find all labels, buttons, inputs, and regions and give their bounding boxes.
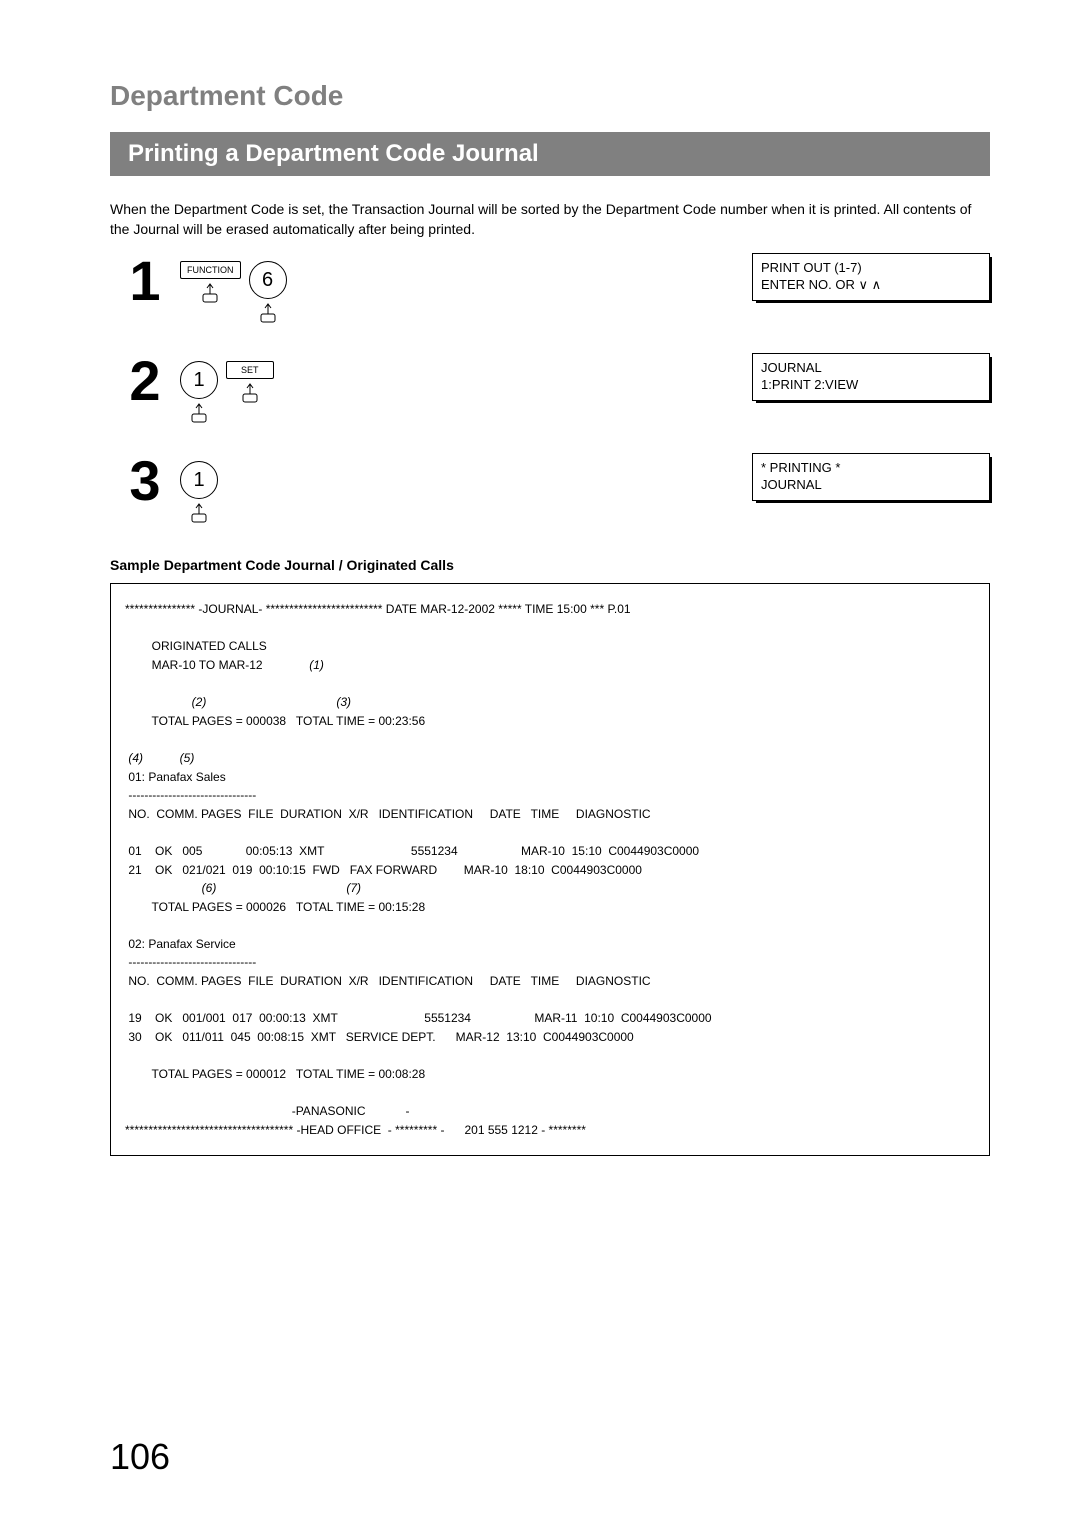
press-icon — [255, 302, 281, 324]
page-title: Department Code — [110, 80, 990, 112]
intro-paragraph: When the Department Code is set, the Tra… — [110, 200, 990, 239]
journal-line: NO. COMM. PAGES FILE DURATION X/R IDENTI… — [125, 807, 651, 821]
function-key: FUNCTION — [180, 261, 241, 304]
lcd-display-1: PRINT OUT (1-7) ENTER NO. OR ∨ ∧ — [752, 253, 990, 301]
journal-line: (2) (3) — [125, 695, 351, 709]
step-2: 2 1 SET JOURNAL 1:PRINT 2:VIEW — [110, 353, 990, 443]
journal-line: 02: Panafax Service — [125, 937, 236, 951]
digit-1-key: 1 — [180, 461, 218, 524]
journal-line: (6) (7) — [125, 881, 361, 895]
step-keys: FUNCTION 6 — [180, 253, 380, 324]
step-keys: 1 — [180, 453, 380, 524]
journal-line: ORIGINATED CALLS — [125, 639, 267, 653]
function-key-label: FUNCTION — [180, 261, 241, 279]
digit-6-label: 6 — [249, 261, 287, 299]
step-3: 3 1 * PRINTING * JOURNAL — [110, 453, 990, 543]
manual-page: Department Code Printing a Department Co… — [0, 0, 1080, 1528]
journal-line: 01: Panafax Sales — [125, 770, 226, 784]
journal-line: *************** -JOURNAL- **************… — [125, 602, 631, 616]
step-number: 1 — [110, 253, 180, 309]
page-number: 106 — [110, 1436, 170, 1478]
journal-line: 01 OK 005 00:05:13 XMT 5551234 MAR-10 15… — [125, 844, 699, 858]
display-line: JOURNAL — [761, 477, 981, 494]
digit-1-key: 1 — [180, 361, 218, 424]
lcd-display-3: * PRINTING * JOURNAL — [752, 453, 990, 501]
journal-line: MAR-10 TO MAR-12 (1) — [125, 658, 324, 672]
journal-line: TOTAL PAGES = 000038 TOTAL TIME = 00:23:… — [125, 714, 425, 728]
journal-line: 19 OK 001/001 017 00:00:13 XMT 5551234 M… — [125, 1011, 712, 1025]
journal-line: 21 OK 021/021 019 00:10:15 FWD FAX FORWA… — [125, 863, 642, 877]
journal-line: -------------------------------- — [125, 955, 256, 969]
display-line: * PRINTING * — [761, 460, 981, 477]
display-line: JOURNAL — [761, 360, 981, 377]
display-line: 1:PRINT 2:VIEW — [761, 377, 981, 394]
journal-printout: *************** -JOURNAL- **************… — [110, 583, 990, 1156]
lcd-display-2: JOURNAL 1:PRINT 2:VIEW — [752, 353, 990, 401]
step-keys: 1 SET — [180, 353, 380, 424]
section-heading: Printing a Department Code Journal — [110, 132, 990, 176]
press-icon — [186, 402, 212, 424]
step-1: 1 FUNCTION 6 PRINT OUT (1-7) EN — [110, 253, 990, 343]
journal-line: TOTAL PAGES = 000026 TOTAL TIME = 00:15:… — [125, 900, 425, 914]
step-number: 3 — [110, 453, 180, 509]
annotation: (1) — [309, 658, 324, 672]
journal-line: (4) (5) — [125, 751, 194, 765]
set-key: SET — [226, 361, 274, 404]
set-key-label: SET — [226, 361, 274, 379]
journal-line: -PANASONIC - — [125, 1104, 410, 1118]
step-number: 2 — [110, 353, 180, 409]
steps-list: 1 FUNCTION 6 PRINT OUT (1-7) EN — [110, 253, 990, 543]
press-icon — [186, 502, 212, 524]
journal-line: 30 OK 011/011 045 00:08:15 XMT SERVICE D… — [125, 1030, 634, 1044]
journal-line: NO. COMM. PAGES FILE DURATION X/R IDENTI… — [125, 974, 651, 988]
display-line: PRINT OUT (1-7) — [761, 260, 981, 277]
display-line: ENTER NO. OR ∨ ∧ — [761, 277, 981, 294]
digit-6-key: 6 — [249, 261, 287, 324]
press-icon — [197, 282, 223, 304]
digit-1-label: 1 — [180, 361, 218, 399]
journal-line: TOTAL PAGES = 000012 TOTAL TIME = 00:08:… — [125, 1067, 425, 1081]
journal-line: -------------------------------- — [125, 788, 256, 802]
journal-line: ************************************ -HE… — [125, 1123, 586, 1137]
digit-1-label: 1 — [180, 461, 218, 499]
press-icon — [237, 382, 263, 404]
sample-heading: Sample Department Code Journal / Origina… — [110, 557, 990, 573]
